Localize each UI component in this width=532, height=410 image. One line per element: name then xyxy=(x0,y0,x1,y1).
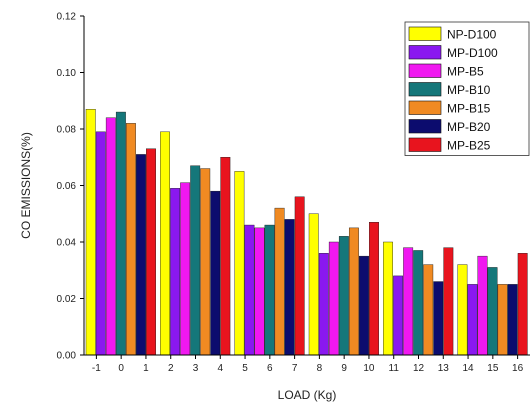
bar-mp-b5-9 xyxy=(328,241,339,356)
bar-mp-b25-15 xyxy=(517,253,528,356)
legend-swatch-mp-b20 xyxy=(408,119,442,134)
x-tick-label: 0 xyxy=(118,363,124,374)
bar-np-d100-3 xyxy=(160,131,170,356)
x-tick-label: 9 xyxy=(341,363,347,374)
legend-swatch-mp-b15 xyxy=(408,100,442,115)
legend-label-mp-b15: MP-B15 xyxy=(447,102,491,116)
x-tick-label: 13 xyxy=(438,363,450,374)
bar-mp-d100-15 xyxy=(467,284,478,356)
bar-np-d100-9 xyxy=(308,213,319,356)
x-tick-label: 1 xyxy=(143,363,149,374)
x-tick-label: 6 xyxy=(267,363,273,374)
bar-mp-b5-3 xyxy=(180,182,191,356)
x-axis-label: LOAD (Kg) xyxy=(278,388,337,402)
legend-swatch-mp-b25 xyxy=(408,137,442,152)
x-tick-label: 15 xyxy=(487,363,499,374)
legend-label-np-d100: NP-D100 xyxy=(447,28,497,42)
y-tick-label: 0.10 xyxy=(57,68,77,79)
bar-mp-b15-6 xyxy=(274,207,285,356)
bar-np-d100-6 xyxy=(234,171,245,356)
legend-swatch-mp-b5 xyxy=(408,63,442,78)
x-tick-label: 8 xyxy=(317,363,323,374)
legend-swatch-mp-b10 xyxy=(408,82,442,97)
bar-mp-b5-12 xyxy=(403,247,414,356)
bar-mp-b20-3 xyxy=(210,190,221,356)
legend-label-mp-b10: MP-B10 xyxy=(447,83,491,97)
x-ticks: -1 0 1 2 3 4 5 6 7 8 9 10 11 12 13 14 15 16 xyxy=(92,355,524,374)
bar-mp-b5-0 xyxy=(105,117,116,356)
x-tick-label: 2 xyxy=(168,363,174,374)
bar-mp-b10-0 xyxy=(115,111,126,356)
bar-mp-b15-0 xyxy=(125,123,136,356)
x-tick-label: 7 xyxy=(292,363,298,374)
legend-label-mp-d100: MP-D100 xyxy=(447,46,498,60)
bar-mp-b15-9 xyxy=(348,227,359,356)
bar-mp-b20-9 xyxy=(359,255,369,356)
x-tick-label: 4 xyxy=(217,363,223,374)
bar-mp-d100-6 xyxy=(244,224,255,356)
y-tick-label: 0.02 xyxy=(57,294,77,305)
bar-mp-b10-6 xyxy=(264,224,275,356)
bar-mp-b20-0 xyxy=(136,154,146,356)
y-tick-label: 0.06 xyxy=(57,181,77,192)
bar-mp-b10-3 xyxy=(190,165,201,356)
bar-mp-d100-12 xyxy=(393,275,404,356)
bar-mp-b15-3 xyxy=(200,168,211,356)
bar-mp-b5-15 xyxy=(477,255,488,356)
bar-mp-b15-15 xyxy=(497,284,508,356)
bar-mp-b10-15 xyxy=(487,267,498,356)
bar-mp-b25-0 xyxy=(146,148,156,356)
legend-label-mp-b20: MP-B20 xyxy=(447,120,491,134)
bar-mp-b25-9 xyxy=(369,222,379,356)
y-tick-label: 0.04 xyxy=(57,238,77,249)
x-tick-label: 16 xyxy=(512,363,524,374)
x-tick-label: 12 xyxy=(413,363,425,374)
bar-mp-b5-6 xyxy=(254,227,265,356)
legend-label-mp-b5: MP-B5 xyxy=(447,65,484,79)
bar-np-d100-15 xyxy=(457,264,468,356)
y-tick-label: 0.08 xyxy=(57,125,77,136)
x-tick-label: -1 xyxy=(92,363,101,374)
bars-layer xyxy=(85,109,528,356)
bar-np-d100-12 xyxy=(383,241,393,356)
bar-mp-b10-12 xyxy=(413,250,424,356)
x-tick-label: 3 xyxy=(193,363,199,374)
bar-mp-d100-0 xyxy=(95,131,106,356)
bar-mp-d100-3 xyxy=(170,188,181,356)
x-tick-label: 14 xyxy=(462,363,474,374)
bar-mp-b15-12 xyxy=(423,264,434,356)
y-ticks: 0.00 0.02 0.04 0.06 0.08 0.10 0.12 xyxy=(57,12,84,362)
x-tick-label: 11 xyxy=(389,363,400,374)
bar-mp-b20-12 xyxy=(433,281,444,356)
bar-np-d100-0 xyxy=(85,109,96,356)
bar-mp-b25-6 xyxy=(294,196,305,356)
x-tick-label: 5 xyxy=(242,363,248,374)
legend-label-mp-b25: MP-B25 xyxy=(447,139,491,153)
bar-mp-b25-12 xyxy=(443,247,454,356)
y-tick-label: 0.00 xyxy=(57,351,77,362)
bar-mp-b25-3 xyxy=(220,157,231,356)
x-tick-label: 10 xyxy=(363,363,375,374)
bar-mp-d100-9 xyxy=(318,253,329,356)
bar-mp-b10-9 xyxy=(338,236,349,356)
legend-swatch-np-d100 xyxy=(408,26,442,41)
bar-mp-b20-6 xyxy=(284,219,295,356)
legend: NP-D100 MP-D100 MP-B5 MP-B10 MP-B15 MP-B20 MP-… xyxy=(404,21,530,156)
legend-swatch-mp-d100 xyxy=(408,45,442,60)
bar-mp-b20-15 xyxy=(507,284,518,356)
y-axis-label: CO EMISSIONS(%) xyxy=(19,132,33,239)
y-tick-label: 0.12 xyxy=(57,12,77,23)
